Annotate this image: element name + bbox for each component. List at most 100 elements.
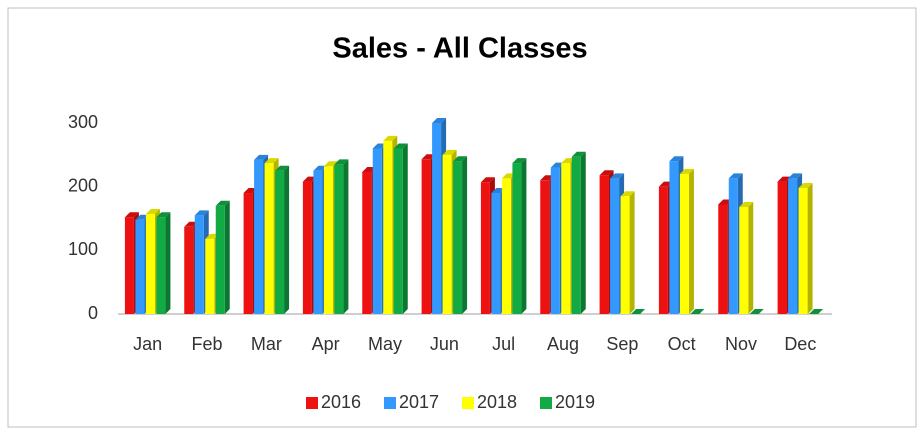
- legend-label: 2017: [399, 392, 439, 412]
- bar: [393, 143, 408, 314]
- bar-top: [124, 212, 139, 218]
- chart-title: Sales - All Classes: [332, 33, 587, 65]
- bar-face: [334, 164, 344, 314]
- bar-face: [184, 226, 194, 314]
- x-tick-label: Aug: [547, 334, 579, 354]
- y-tick-label: 300: [68, 112, 98, 132]
- bar-top: [788, 173, 803, 179]
- x-tick-label: Dec: [784, 334, 816, 354]
- bar-top: [383, 135, 398, 141]
- bar-face: [728, 178, 738, 314]
- x-tick-label: Sep: [606, 334, 638, 354]
- bar: [156, 212, 171, 314]
- bar-face: [491, 193, 501, 314]
- bar-side: [748, 202, 754, 314]
- bar-face: [243, 193, 253, 314]
- bar-face: [788, 178, 798, 314]
- bar-face: [571, 156, 581, 314]
- x-tick-label: Mar: [251, 334, 282, 354]
- bar-face: [658, 186, 668, 314]
- bar-face: [739, 207, 749, 314]
- bar-face: [453, 161, 463, 314]
- x-tick-label: May: [368, 334, 402, 354]
- bar: [275, 165, 290, 314]
- bar-top: [393, 143, 408, 149]
- bar-top: [145, 209, 160, 215]
- x-tick-label: Oct: [668, 334, 696, 354]
- bar-top: [275, 165, 290, 171]
- bar-face: [302, 181, 312, 314]
- bar-top: [432, 118, 447, 123]
- bar-face: [501, 178, 511, 314]
- bar-top: [264, 158, 279, 164]
- bar-face: [156, 217, 166, 314]
- x-tick-label: Apr: [312, 334, 340, 354]
- bar-top: [809, 309, 824, 314]
- bar-top: [749, 309, 764, 314]
- bar-face: [540, 180, 550, 314]
- bar-top: [571, 151, 586, 157]
- bar-face: [275, 170, 285, 314]
- y-tick-label: 100: [68, 239, 98, 259]
- bar: [620, 191, 635, 314]
- bar-face: [313, 170, 323, 314]
- bar-top: [620, 191, 635, 197]
- x-tick-label: Nov: [725, 334, 757, 354]
- bar: [809, 309, 824, 314]
- bar-side: [688, 168, 694, 314]
- bar-top: [512, 158, 527, 164]
- bar-face: [372, 148, 382, 314]
- legend-swatch: [462, 397, 474, 409]
- bar-face: [421, 159, 431, 314]
- bar-face: [124, 217, 134, 314]
- bar-face: [480, 182, 490, 314]
- bar-side: [629, 191, 635, 314]
- bar-face: [512, 163, 522, 314]
- bar-face: [194, 215, 204, 314]
- bar-top: [480, 177, 495, 183]
- x-tick-label: Jul: [492, 334, 515, 354]
- legend-swatch: [540, 397, 552, 409]
- bar: [679, 168, 694, 314]
- bar-face: [432, 123, 442, 314]
- bar-face: [135, 219, 145, 314]
- legend-label: 2019: [555, 392, 595, 412]
- bar-side: [165, 212, 171, 314]
- bar-top: [631, 309, 646, 314]
- bar-face: [362, 172, 372, 314]
- bar-side: [224, 200, 230, 314]
- bar-top: [254, 154, 269, 160]
- bar-side: [462, 156, 468, 314]
- bar-top: [215, 200, 230, 206]
- bar: [798, 182, 813, 314]
- x-tick-label: Jun: [430, 334, 459, 354]
- bar-face: [669, 161, 679, 314]
- bar-face: [561, 163, 571, 314]
- bar-top: [679, 168, 694, 174]
- bar-face: [620, 196, 630, 314]
- bar-side: [807, 182, 813, 314]
- bar-face: [798, 187, 808, 314]
- legend-swatch: [384, 397, 396, 409]
- bar-face: [145, 214, 155, 314]
- bar-face: [383, 140, 393, 314]
- bar-side: [521, 158, 527, 314]
- bar-face: [205, 238, 215, 314]
- bar-top: [690, 309, 705, 314]
- bar-top: [777, 176, 792, 182]
- bar-face: [442, 154, 452, 314]
- legend-label: 2018: [477, 392, 517, 412]
- bar-side: [402, 143, 408, 314]
- bar-top: [728, 173, 743, 179]
- bar-top: [323, 161, 338, 167]
- bar-face: [254, 159, 264, 314]
- bar: [749, 309, 764, 314]
- legend-swatch: [306, 397, 318, 409]
- bar: [631, 309, 646, 314]
- legend-label: 2016: [321, 392, 361, 412]
- bar-face: [599, 175, 609, 314]
- y-tick-label: 200: [68, 175, 98, 195]
- bar-face: [679, 173, 689, 314]
- bar: [453, 156, 468, 314]
